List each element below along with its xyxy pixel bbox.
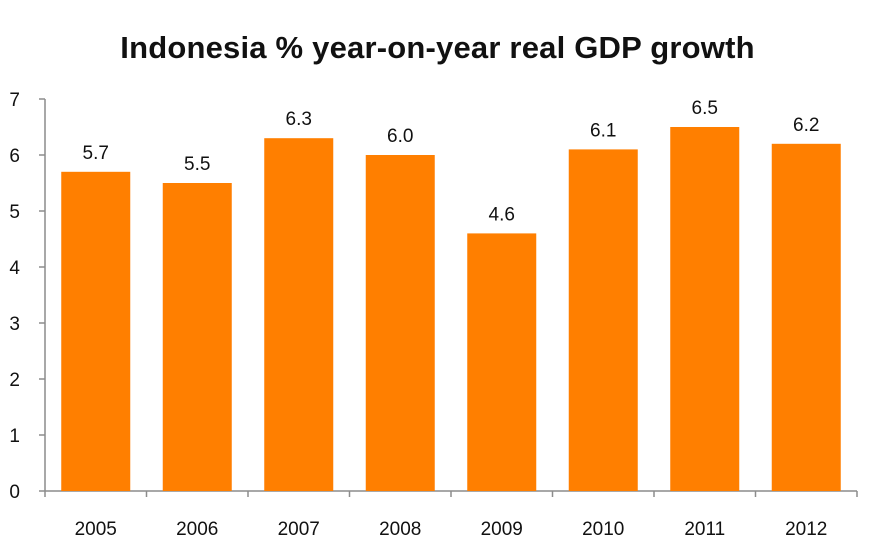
bar-2005 (61, 171, 131, 492)
data-label-2006: 5.5 (184, 154, 210, 175)
x-tick-label-2005: 2005 (75, 519, 117, 540)
x-tick-label-2012: 2012 (785, 519, 827, 540)
data-label-2008: 6.0 (387, 126, 413, 147)
chart-title: Indonesia % year-on-year real GDP growth (120, 30, 755, 65)
bars (61, 127, 841, 492)
data-label-2010: 6.1 (590, 120, 616, 141)
labels: 0 1 2 3 4 5 6 7 5.7 2005 5.5 2006 6.3 2007 6.0 2008 4.6 2… (9, 90, 827, 540)
bar-2010 (568, 149, 638, 491)
data-label-2012: 6.2 (793, 115, 819, 136)
y-tick-label: 4 (9, 258, 20, 279)
x-tick-label-2007: 2007 (278, 519, 320, 540)
y-tick-label: 3 (9, 314, 20, 335)
x-tick-label-2008: 2008 (379, 519, 421, 540)
bar-2012 (771, 143, 841, 492)
y-tick-label: 5 (9, 202, 20, 223)
data-label-2011: 6.5 (692, 98, 718, 119)
x-tick-label-2011: 2011 (684, 519, 725, 540)
x-tick-label-2010: 2010 (582, 519, 624, 540)
bar-2008 (365, 155, 435, 491)
data-label-2007: 6.3 (286, 109, 312, 130)
y-tick-label: 1 (9, 426, 20, 447)
y-tick-label: 2 (9, 370, 20, 391)
data-label-2009: 4.6 (489, 204, 515, 225)
y-tick-label: 0 (9, 482, 20, 503)
y-tick-label: 6 (9, 146, 20, 167)
bar-2009 (467, 233, 537, 491)
bar-2007 (264, 138, 334, 491)
bar-2011 (670, 127, 740, 491)
bar-2006 (162, 183, 232, 491)
data-label-2005: 5.7 (83, 143, 109, 164)
y-tick-label: 7 (9, 90, 20, 111)
x-tick-label-2009: 2009 (481, 519, 523, 540)
x-tick-label-2006: 2006 (176, 519, 218, 540)
